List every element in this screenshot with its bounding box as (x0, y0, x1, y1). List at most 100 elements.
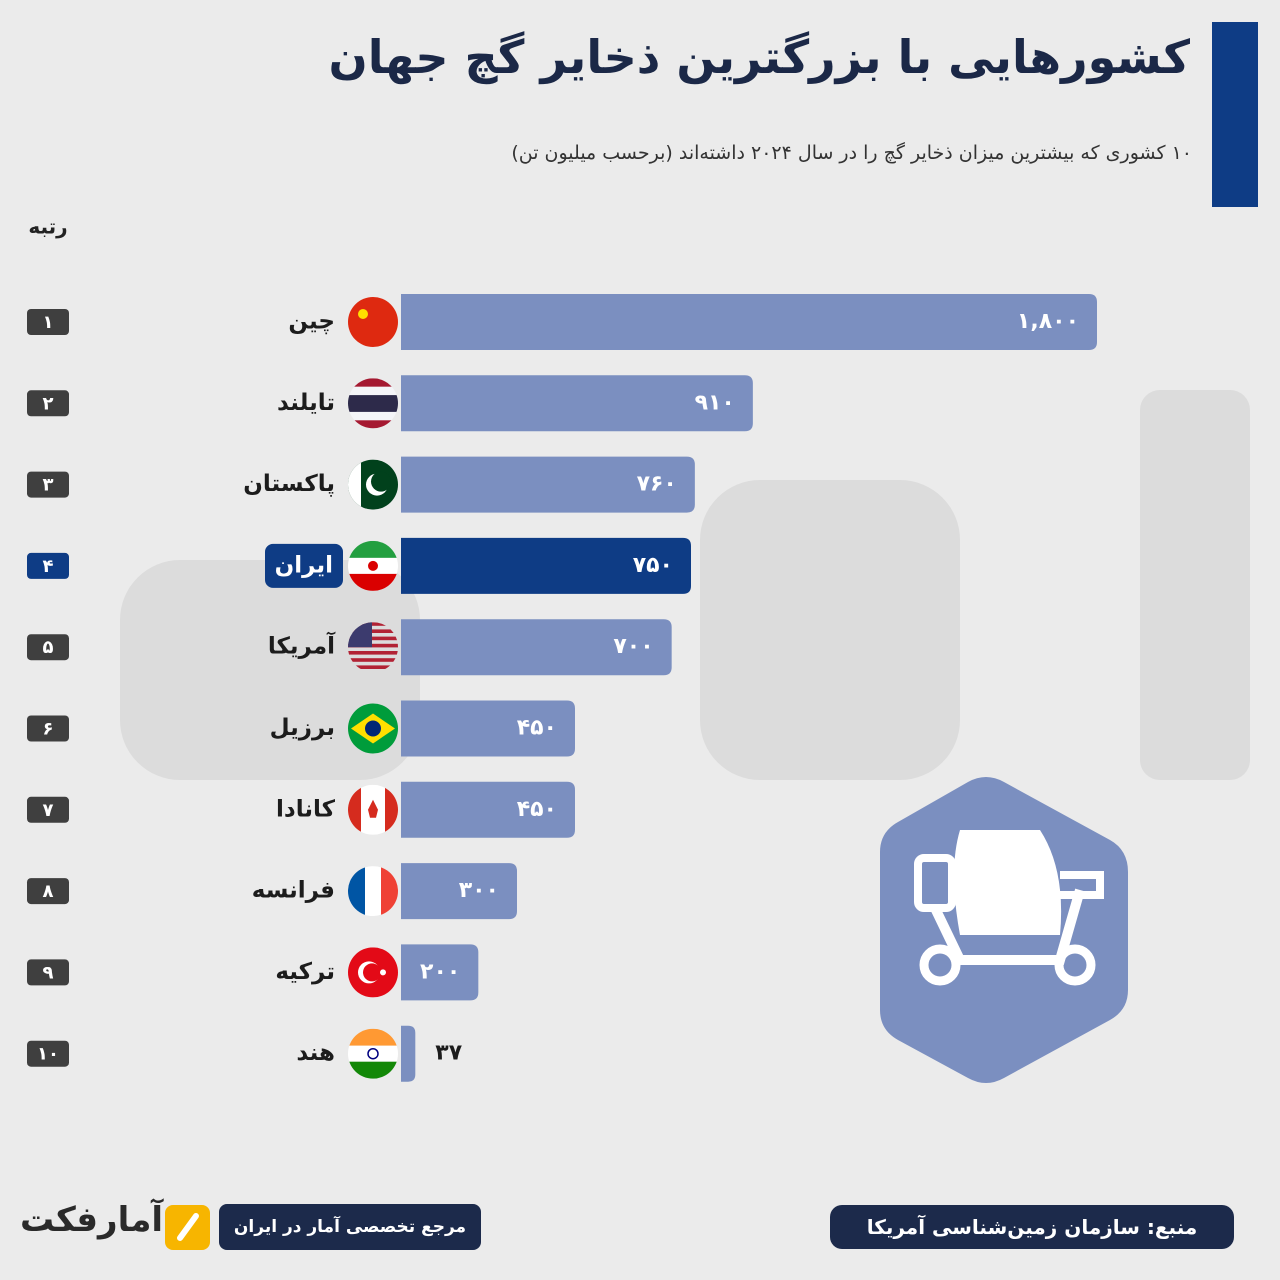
category-label: فرانسه (252, 878, 335, 904)
title-accent (1212, 22, 1258, 207)
flag-part (358, 309, 368, 319)
flag-part (381, 866, 398, 917)
rank-box (27, 552, 69, 579)
rank-label: ۸ (43, 881, 54, 902)
rank-header: رتبه (28, 215, 67, 239)
bar (401, 944, 479, 1001)
flag-part (348, 658, 398, 662)
rank-box (27, 878, 69, 905)
rank-box (27, 959, 69, 986)
flag-part (348, 297, 398, 347)
bar (401, 1025, 416, 1082)
rank-box (27, 634, 69, 661)
category-label: آمریکا (268, 631, 336, 660)
flag-part (348, 378, 398, 387)
value-label: ۳۷ (435, 1041, 462, 1066)
rank-box (27, 715, 69, 742)
flag-part (348, 386, 398, 396)
flag-part (348, 459, 361, 510)
flag-part (365, 866, 381, 917)
flag (348, 703, 398, 754)
bar (401, 619, 672, 676)
rank-label: ۱ (43, 312, 54, 333)
flag-part (368, 799, 378, 818)
rank-label: ۳ (43, 475, 54, 496)
flag-part (348, 622, 398, 626)
chart-subtitle: ۱۰ کشوری که بیشترین میزان ذخایر گچ را در… (511, 142, 1192, 164)
bar (401, 456, 695, 513)
rank-box (27, 309, 69, 335)
value-label: ۴۵۰ (517, 716, 557, 741)
source: منبع: سازمان زمین‌شناسی آمریکا (830, 1205, 1234, 1249)
flag-part (348, 420, 398, 429)
rank-label: ۱۰ (37, 1044, 59, 1065)
flag-part (348, 1045, 398, 1062)
flag-part (348, 629, 398, 633)
flag-part (348, 395, 398, 404)
value-label: ۴۵۰ (517, 797, 557, 822)
flag (348, 459, 398, 510)
rank-label: ۴ (43, 556, 54, 577)
flag-part (348, 411, 398, 421)
flag-part (367, 1047, 379, 1060)
category-label: تایلند (277, 390, 335, 416)
watermark (120, 390, 1250, 780)
flag-part (368, 560, 378, 571)
category-label: ترکیه (275, 959, 335, 985)
flag (348, 1028, 398, 1079)
rank-label: ۵ (43, 637, 54, 658)
flag-part (348, 784, 361, 835)
category-label: پاکستان (243, 471, 335, 497)
flag-part (348, 540, 398, 558)
category-label: هند (296, 1040, 335, 1066)
category-label: کانادا (276, 796, 336, 822)
rank-box (27, 1040, 69, 1067)
flag-part (348, 403, 398, 413)
bar (401, 375, 753, 432)
bar (401, 863, 517, 920)
flag-part (348, 573, 398, 591)
category-highlight (265, 543, 343, 588)
flag (348, 540, 398, 591)
flag-part (380, 969, 386, 976)
flag-part (348, 665, 398, 669)
flag (348, 297, 398, 347)
flag-part (348, 1061, 398, 1079)
tagline: مرجع تخصصی آمار در ایران (219, 1204, 481, 1250)
mixer-icon (880, 777, 1128, 1083)
rank-box (27, 390, 69, 417)
rank-label: ۶ (43, 719, 54, 740)
category-label: ایران (275, 552, 333, 578)
rank-label: ۲ (43, 393, 54, 414)
flag-part (348, 866, 365, 917)
flag-part (385, 784, 398, 835)
value-label: ۳۰۰ (459, 878, 499, 903)
value-label: ۱,۸۰۰ (1017, 309, 1079, 334)
bar (401, 294, 1097, 350)
rank-box (27, 471, 69, 498)
rank-label: ۹ (43, 962, 54, 983)
brand-logo: آمارفکت (20, 1200, 164, 1240)
value-label: ۲۰۰ (420, 959, 460, 984)
flag (348, 947, 398, 998)
value-label: ۷۶۰ (637, 472, 677, 497)
flag-part (348, 636, 398, 641)
flag (348, 378, 398, 429)
category-label: چین (288, 309, 335, 335)
category-label: برزیل (270, 715, 335, 741)
flag-part (348, 651, 398, 655)
flag-part (371, 471, 391, 492)
rank-box (27, 796, 69, 823)
flag-part (348, 643, 398, 648)
value-label: ۷۵۰ (633, 553, 673, 578)
flag (348, 784, 398, 835)
flag-part (363, 963, 381, 982)
bar (401, 537, 691, 594)
rank-label: ۷ (43, 800, 54, 821)
flag-part (365, 720, 381, 737)
bar (401, 700, 575, 757)
brand-icon-mark (177, 1213, 199, 1241)
bar (401, 781, 575, 838)
